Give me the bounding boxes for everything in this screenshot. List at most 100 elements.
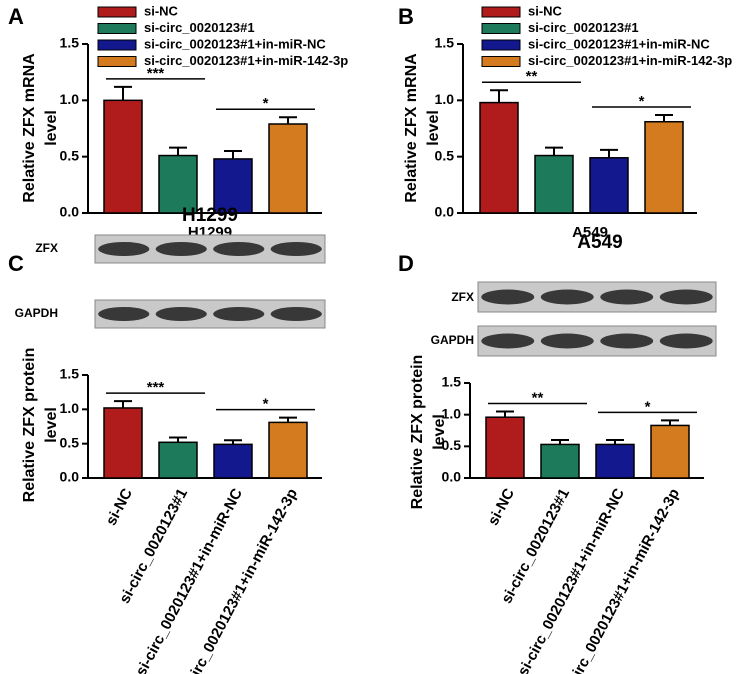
y-tick-label: 0.5 — [60, 147, 80, 163]
legend-label: si-circ_0020123#1+in-miR-142-3p — [528, 53, 732, 68]
y-axis-label: Relative ZFX protein — [409, 355, 426, 510]
blot-band — [213, 242, 265, 256]
bar — [540, 443, 580, 479]
error-bar — [655, 113, 673, 122]
legend-swatch — [481, 6, 521, 18]
y-tick-label: 1.5 — [442, 374, 462, 390]
blot-band — [98, 307, 150, 321]
y-axis-label: level — [431, 414, 448, 450]
y-tick-label: 0.5 — [435, 147, 455, 163]
y-axis-label: level — [43, 407, 60, 443]
panel-letter: A — [8, 4, 24, 29]
error-bar — [224, 439, 242, 445]
panel-letter: D — [398, 251, 414, 276]
legend-label: si-circ_0020123#1+in-miR-142-3p — [144, 53, 348, 68]
legend-swatch — [97, 39, 137, 51]
bar — [103, 407, 143, 479]
blot-band — [213, 307, 265, 321]
bar — [213, 158, 253, 214]
blot-band — [540, 289, 594, 305]
bar — [595, 443, 635, 479]
blot-band — [600, 333, 654, 349]
y-tick-label: 1.0 — [442, 405, 462, 421]
error-bar — [496, 410, 514, 418]
bar — [485, 416, 525, 479]
bar — [589, 157, 629, 214]
blot-band — [540, 333, 594, 349]
blot-band — [600, 289, 654, 305]
error-bar — [490, 89, 508, 103]
x-tick-label: si-circ_0020123#1+in-miR-NC — [515, 486, 629, 674]
x-tick-label: si-circ_0020123#1+in-miR-NC — [133, 486, 247, 674]
blot-band — [98, 242, 150, 256]
bar — [158, 441, 198, 479]
bar — [103, 99, 143, 214]
legend-label: si-circ_0020123#1+in-miR-NC — [144, 36, 326, 51]
y-tick-label: 0.0 — [435, 204, 455, 220]
y-tick-label: 1.0 — [435, 91, 455, 107]
error-bar — [600, 148, 618, 158]
blot-label: ZFX — [35, 241, 58, 255]
significance-label: * — [639, 93, 645, 110]
y-axis-label: level — [425, 110, 442, 146]
significance-label: ** — [532, 389, 544, 406]
y-tick-label: 0.5 — [60, 434, 80, 450]
y-tick-label: 0.0 — [442, 469, 462, 485]
bar — [534, 154, 574, 214]
legend-swatch — [481, 23, 521, 34]
panel-letter: B — [398, 4, 414, 29]
y-tick-label: 0.5 — [442, 437, 462, 453]
blot-band — [155, 242, 207, 256]
legend-label: si-circ_0020123#1+in-miR-NC — [528, 36, 710, 51]
error-bar — [169, 146, 187, 156]
y-axis-label: Relative ZFX mRNA — [21, 53, 38, 203]
x-tick-label: si-NC — [103, 486, 136, 529]
y-tick-label: 1.5 — [435, 35, 455, 51]
blot-band — [270, 242, 322, 256]
panel-title: H1299 — [182, 205, 238, 226]
error-bar — [606, 439, 624, 445]
legend-swatch — [97, 6, 137, 18]
significance-label: *** — [147, 379, 165, 396]
bar — [650, 424, 690, 479]
blot-band — [481, 289, 535, 305]
significance-label: * — [645, 398, 651, 415]
bar — [268, 421, 308, 479]
significance-label: * — [263, 95, 269, 112]
error-bar — [551, 439, 569, 445]
y-tick-label: 1.5 — [60, 35, 80, 51]
legend-swatch — [481, 56, 521, 67]
significance-label: * — [263, 396, 269, 413]
y-tick-label: 1.0 — [60, 91, 80, 107]
y-axis-label: level — [43, 110, 60, 146]
blot-band — [659, 289, 713, 305]
legend-label: si-NC — [528, 3, 563, 18]
panel-title: A549 — [577, 232, 622, 253]
y-axis-label: Relative ZFX protein — [21, 348, 38, 503]
error-bar — [545, 146, 563, 156]
legend-label: si-circ_0020123#1 — [144, 20, 255, 35]
blot-label: GAPDH — [15, 306, 58, 320]
significance-label: *** — [147, 65, 165, 82]
error-bar — [279, 116, 297, 124]
y-tick-label: 1.5 — [60, 366, 80, 382]
bar — [268, 123, 308, 214]
bar — [644, 120, 684, 214]
x-tick-label: si-NC — [485, 486, 518, 529]
legend-swatch — [97, 23, 137, 34]
y-tick-label: 0.0 — [60, 204, 80, 220]
y-tick-label: 1.0 — [60, 400, 80, 416]
blot-band — [270, 307, 322, 321]
x-axis-label: A549 — [572, 224, 608, 241]
legend-swatch — [481, 39, 521, 51]
error-bar — [169, 436, 187, 443]
blot-band — [659, 333, 713, 349]
blot-label: GAPDH — [431, 333, 474, 347]
y-tick-label: 0.0 — [60, 469, 80, 485]
legend-label: si-circ_0020123#1 — [528, 20, 639, 35]
blot-band — [481, 333, 535, 349]
legend-swatch — [97, 56, 137, 67]
bar — [479, 101, 519, 214]
blot-label: ZFX — [451, 290, 474, 304]
